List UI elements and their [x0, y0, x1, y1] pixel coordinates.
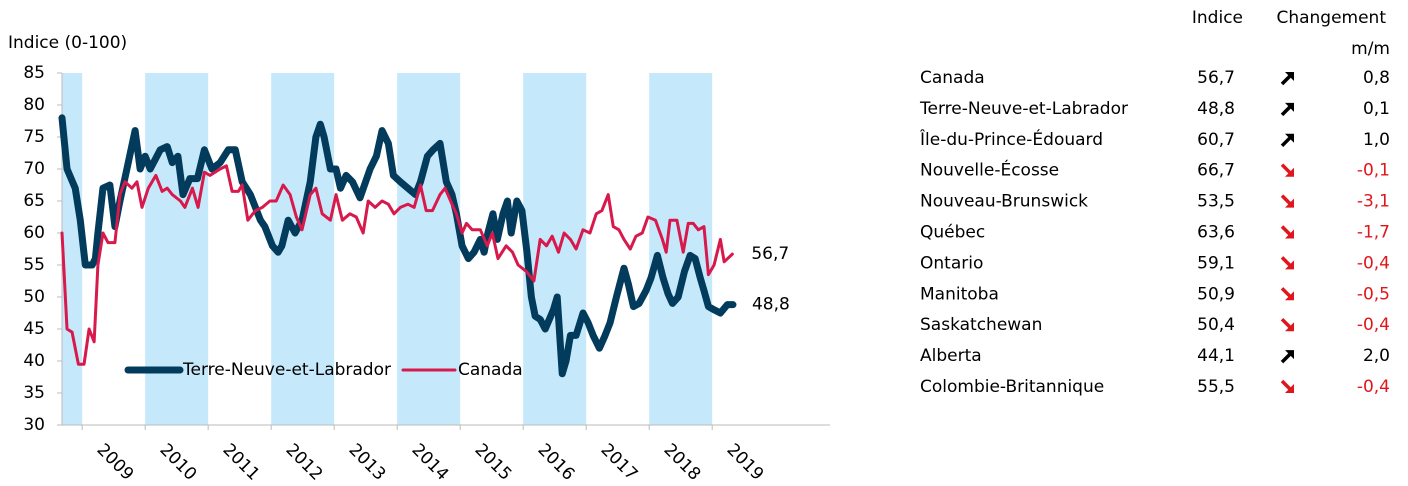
region-name: Québec — [920, 223, 985, 243]
change-value: -0,4 — [1357, 315, 1390, 335]
trend-arrow — [1285, 229, 1294, 239]
x-tick-label: 2009 — [93, 440, 138, 485]
index-value: 60,7 — [1197, 130, 1235, 150]
y-tick-label: 35 — [23, 383, 45, 403]
trend-arrow — [1280, 163, 1292, 174]
trend-arrow — [1285, 350, 1294, 360]
region-name: Terre-Neuve-et-Labrador — [919, 99, 1128, 119]
index-value: 50,4 — [1197, 315, 1235, 335]
change-value: 0,8 — [1363, 68, 1390, 88]
table-header: Indice — [1192, 8, 1243, 28]
change-value: -0,4 — [1357, 253, 1390, 273]
trend-arrow — [1280, 352, 1292, 364]
table-header: Changement — [1276, 8, 1386, 28]
series-line — [60, 164, 734, 366]
trend-arrow — [1280, 194, 1292, 205]
trend-arrow — [1285, 260, 1294, 270]
x-tick-label: 2016 — [534, 440, 579, 485]
x-tick-label: 2017 — [597, 440, 642, 485]
end-label: 48,8 — [752, 295, 790, 315]
y-tick-label: 45 — [23, 319, 45, 339]
change-value: -0,1 — [1357, 161, 1390, 181]
index-value: 56,7 — [1197, 68, 1235, 88]
x-tick-label: 2018 — [660, 440, 705, 485]
y-tick-label: 70 — [23, 159, 45, 179]
region-name: Canada — [920, 68, 985, 88]
y-tick-label: 55 — [23, 255, 45, 275]
trend-arrow — [1280, 256, 1292, 267]
region-name: Île-du-Prince-Édouard — [919, 128, 1103, 150]
y-tick-label: 85 — [23, 63, 45, 83]
index-value: 44,1 — [1197, 346, 1235, 366]
y-tick-label: 50 — [23, 287, 45, 307]
table-header: m/m — [1351, 39, 1390, 59]
index-value: 55,5 — [1197, 377, 1235, 397]
region-name: Alberta — [920, 346, 982, 366]
change-value: -0,5 — [1357, 284, 1390, 304]
y-tick-label: 60 — [23, 223, 45, 243]
region-name: Saskatchewan — [920, 315, 1042, 335]
trend-arrow — [1280, 74, 1292, 86]
trend-arrow — [1280, 317, 1292, 329]
change-value: 0,1 — [1363, 99, 1390, 119]
trend-arrow — [1285, 198, 1294, 208]
x-tick-label: 2014 — [408, 440, 453, 485]
change-value: -1,7 — [1357, 223, 1390, 243]
change-value: -3,1 — [1357, 192, 1390, 212]
y-axis-label: Indice (0-100) — [8, 33, 127, 53]
trend-arrow — [1280, 105, 1292, 117]
trend-arrow — [1280, 379, 1292, 391]
trend-arrow — [1285, 322, 1294, 332]
y-tick-label: 40 — [23, 351, 45, 371]
legend-label: Terre-Neuve-et-Labrador — [182, 360, 391, 380]
y-tick-label: 80 — [23, 95, 45, 115]
index-value: 63,6 — [1197, 223, 1235, 243]
region-name: Manitoba — [920, 284, 999, 304]
trend-arrow — [1285, 133, 1294, 143]
x-tick-label: 2012 — [282, 440, 327, 485]
region-name: Nouvelle-Écosse — [920, 159, 1059, 181]
trend-arrow — [1285, 291, 1294, 301]
region-name: Ontario — [920, 253, 983, 273]
y-tick-label: 75 — [23, 127, 45, 147]
series-line — [58, 114, 737, 378]
trend-arrow — [1285, 167, 1294, 177]
x-tick-label: 2019 — [723, 440, 768, 485]
y-tick-label: 65 — [23, 191, 45, 211]
region-name: Nouveau-Brunswick — [920, 192, 1088, 212]
region-name: Colombie-Britannique — [920, 377, 1104, 397]
index-value: 59,1 — [1197, 253, 1235, 273]
trend-arrow — [1285, 384, 1294, 393]
trend-arrow — [1280, 136, 1292, 148]
x-tick-label: 2011 — [219, 440, 264, 485]
change-value: -0,4 — [1357, 377, 1390, 397]
trend-arrow — [1280, 287, 1292, 298]
trend-arrow — [1285, 102, 1294, 112]
change-value: 1,0 — [1363, 130, 1390, 150]
year-band — [649, 73, 713, 425]
year-band — [397, 73, 461, 425]
x-tick-label: 2013 — [345, 440, 390, 485]
trend-arrow — [1280, 225, 1292, 236]
change-value: 2,0 — [1363, 346, 1390, 366]
end-label: 56,7 — [751, 244, 789, 264]
index-value: 66,7 — [1197, 161, 1235, 181]
trend-arrow — [1285, 72, 1294, 81]
index-value: 48,8 — [1197, 99, 1235, 119]
index-value: 53,5 — [1197, 192, 1235, 212]
y-tick-label: 30 — [23, 415, 45, 435]
index-value: 50,9 — [1197, 284, 1235, 304]
legend-label: Canada — [458, 360, 523, 380]
year-band — [145, 73, 209, 425]
x-tick-label: 2015 — [471, 440, 516, 485]
x-tick-label: 2010 — [156, 440, 201, 485]
